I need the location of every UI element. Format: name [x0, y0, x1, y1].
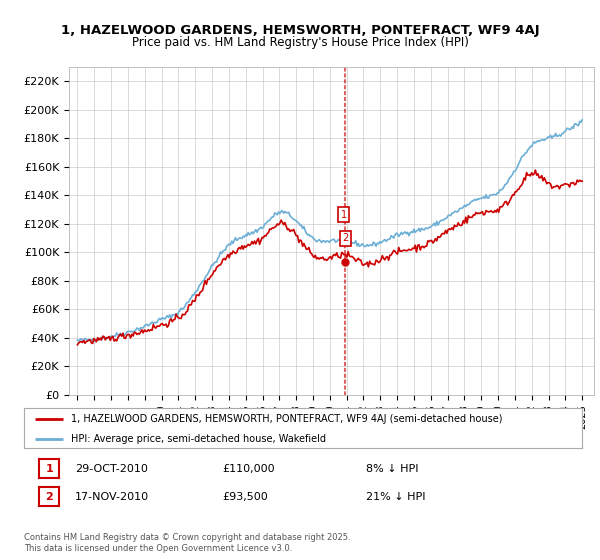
- Text: 8% ↓ HPI: 8% ↓ HPI: [366, 464, 419, 474]
- Text: 21% ↓ HPI: 21% ↓ HPI: [366, 492, 425, 502]
- Text: 2: 2: [342, 233, 349, 243]
- Text: HPI: Average price, semi-detached house, Wakefield: HPI: Average price, semi-detached house,…: [71, 434, 326, 444]
- Text: 29-OCT-2010: 29-OCT-2010: [75, 464, 148, 474]
- Text: 17-NOV-2010: 17-NOV-2010: [75, 492, 149, 502]
- Text: 1: 1: [341, 209, 347, 220]
- Text: 1, HAZELWOOD GARDENS, HEMSWORTH, PONTEFRACT, WF9 4AJ (semi-detached house): 1, HAZELWOOD GARDENS, HEMSWORTH, PONTEFR…: [71, 414, 503, 423]
- Text: Contains HM Land Registry data © Crown copyright and database right 2025.
This d: Contains HM Land Registry data © Crown c…: [24, 533, 350, 553]
- Text: 1, HAZELWOOD GARDENS, HEMSWORTH, PONTEFRACT, WF9 4AJ: 1, HAZELWOOD GARDENS, HEMSWORTH, PONTEFR…: [61, 24, 539, 36]
- Text: Price paid vs. HM Land Registry's House Price Index (HPI): Price paid vs. HM Land Registry's House …: [131, 36, 469, 49]
- Text: £93,500: £93,500: [222, 492, 268, 502]
- Text: 1: 1: [46, 464, 53, 474]
- Text: 2: 2: [46, 492, 53, 502]
- Text: £110,000: £110,000: [222, 464, 275, 474]
